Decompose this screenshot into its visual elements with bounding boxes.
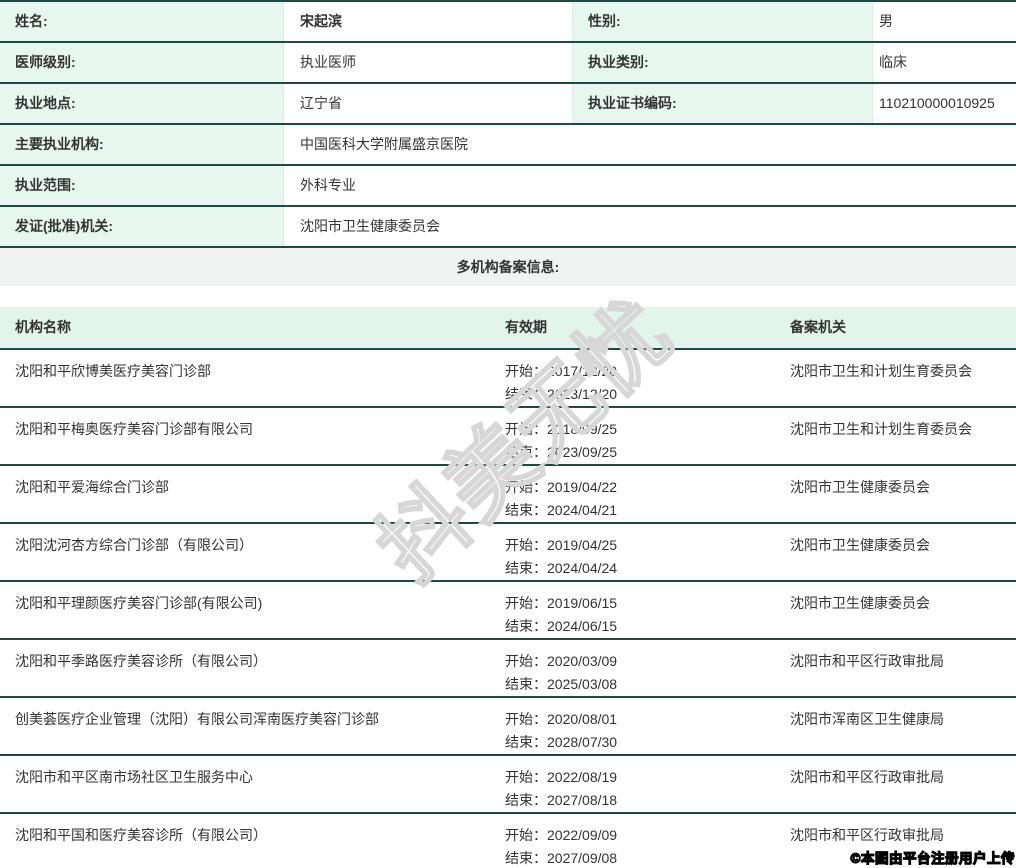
institution-name-cell: 沈阳和平爱海综合门诊部 — [15, 479, 169, 495]
info-row: 执业地点: 辽宁省 执业证书编码: 110210000010925 — [0, 84, 1016, 125]
validity-start: 开始：2019/04/22 — [505, 479, 618, 495]
filing-row: 沈阳市和平区南市场社区卫生服务中心 开始：2022/08/19 结束：2027/08… — [0, 756, 1016, 814]
validity-cell: 开始：2019/04/22 结束：2024/04/21 — [490, 466, 775, 522]
institution-name-cell: 沈阳和平季路医疗美容诊所（有限公司） — [15, 653, 267, 669]
filing-row: 沈阳和平欣博美医疗美容门诊部 开始：2017/12/20 结束：2023/12/20… — [0, 350, 1016, 408]
field-label: 发证(批准)机关: — [0, 207, 283, 246]
authority-cell: 沈阳市和平区行政审批局 — [790, 769, 944, 785]
field-value: 110210000010925 — [872, 84, 1016, 123]
validity-cell: 开始：2020/03/09 结束：2025/03/08 — [490, 640, 775, 696]
validity-end: 结束：2027/09/08 — [505, 850, 618, 866]
institution-name-cell: 沈阳和平梅奥医疗美容门诊部有限公司 — [15, 421, 253, 437]
validity-start: 开始：2020/08/01 — [505, 711, 618, 727]
authority-cell: 沈阳市卫生健康委员会 — [790, 595, 930, 611]
filing-row: 沈阳沈河杏方综合门诊部（有限公司） 开始：2019/04/25 结束：2024/04… — [0, 524, 1016, 582]
validity-end: 结束：2028/07/30 — [505, 734, 618, 750]
field-value: 沈阳市卫生健康委员会 — [283, 207, 1016, 246]
practitioner-info-table: 姓名: 宋起滨 性别: 男医师级别: 执业医师 执业类别: 临床 执业地点: 辽宁省 执业证书编码… — [0, 0, 1016, 248]
column-header-institution: 机构名称 — [15, 319, 71, 335]
authority-cell: 沈阳市和平区行政审批局 — [790, 653, 944, 669]
validity-cell: 开始：2020/08/01 结束：2028/07/30 — [490, 698, 775, 754]
validity-start: 开始：2019/04/25 — [505, 537, 618, 553]
filing-row: 沈阳和平季路医疗美容诊所（有限公司） 开始：2020/03/09 结束：2025/0… — [0, 640, 1016, 698]
validity-end: 结束：2027/08/18 — [505, 792, 618, 808]
field-value: 执业医师 — [283, 43, 572, 82]
authority-cell: 沈阳市卫生健康委员会 — [790, 479, 930, 495]
field-label: 姓名: — [0, 2, 283, 41]
field-value: 宋起滨 — [283, 2, 572, 41]
validity-cell: 开始：2022/08/19 结束：2027/08/18 — [490, 756, 775, 812]
info-row: 执业范围: 外科专业 — [0, 166, 1016, 207]
info-row: 主要执业机构: 中国医科大学附属盛京医院 — [0, 125, 1016, 166]
validity-end: 结束：2023/09/25 — [505, 444, 618, 460]
validity-start: 开始：2017/12/20 — [505, 363, 618, 379]
validity-start: 开始：2020/03/09 — [505, 653, 618, 669]
validity-start: 开始：2019/06/15 — [505, 595, 618, 611]
institution-name-cell: 沈阳市和平区南市场社区卫生服务中心 — [15, 769, 253, 785]
field-label: 执业类别: — [572, 43, 872, 82]
authority-cell: 沈阳市卫生健康委员会 — [790, 537, 930, 553]
field-value: 临床 — [872, 43, 1016, 82]
validity-start: 开始：2022/09/09 — [505, 827, 618, 843]
validity-end: 结束：2024/04/21 — [505, 502, 618, 518]
column-header-validity: 有效期 — [505, 319, 547, 335]
validity-cell: 开始：2022/09/09 结束：2027/09/08 — [490, 814, 775, 868]
field-label: 执业证书编码: — [572, 84, 872, 123]
field-value: 男 — [872, 2, 1016, 41]
authority-cell: 沈阳市浑南区卫生健康局 — [790, 711, 944, 727]
institution-name-cell: 创美荟医疗企业管理（沈阳）有限公司浑南医疗美容门诊部 — [15, 711, 379, 727]
institution-name-cell: 沈阳和平欣博美医疗美容门诊部 — [15, 363, 211, 379]
info-row: 姓名: 宋起滨 性别: 男 — [0, 2, 1016, 43]
validity-cell: 开始：2018/09/25 结束：2023/09/25 — [490, 408, 775, 464]
field-value: 外科专业 — [283, 166, 1016, 205]
multi-institution-section-band: 多机构备案信息: — [0, 248, 1016, 286]
validity-start: 开始：2022/08/19 — [505, 769, 618, 785]
institution-name-cell: 沈阳和平理颜医疗美容门诊部(有限公司) — [15, 595, 263, 611]
filing-table-body: 沈阳和平欣博美医疗美容门诊部 开始：2017/12/20 结束：2023/12/20… — [0, 350, 1016, 868]
field-label: 性别: — [572, 2, 872, 41]
filing-row: 沈阳和平理颜医疗美容门诊部(有限公司) 开始：2019/06/15 结束：2024/… — [0, 582, 1016, 640]
validity-end: 结束：2024/04/24 — [505, 560, 618, 576]
copyright-notice: ©本图由平台注册用户上传 — [850, 850, 1015, 866]
authority-cell: 沈阳市卫生和计划生育委员会 — [790, 363, 972, 379]
info-row: 发证(批准)机关: 沈阳市卫生健康委员会 — [0, 207, 1016, 248]
field-label: 执业范围: — [0, 166, 283, 205]
filing-row: 沈阳和平梅奥医疗美容门诊部有限公司 开始：2018/09/25 结束：2023/09… — [0, 408, 1016, 466]
filing-row: 沈阳和平爱海综合门诊部 开始：2019/04/22 结束：2024/04/21 沈阳市… — [0, 466, 1016, 524]
validity-end: 结束：2024/06/15 — [505, 618, 618, 634]
filing-row: 沈阳和平国和医疗美容诊所（有限公司） 开始：2022/09/09 结束：2027/0… — [0, 814, 1016, 868]
filing-table-header: 机构名称 有效期 备案机关 — [0, 307, 1016, 350]
authority-cell: 沈阳市卫生和计划生育委员会 — [790, 421, 972, 437]
section-title: 多机构备案信息: — [456, 259, 560, 275]
validity-end: 结束：2023/12/20 — [505, 386, 618, 402]
validity-start: 开始：2018/09/25 — [505, 421, 618, 437]
filing-row: 创美荟医疗企业管理（沈阳）有限公司浑南医疗美容门诊部 开始：2020/08/01 结… — [0, 698, 1016, 756]
info-row: 医师级别: 执业医师 执业类别: 临床 — [0, 43, 1016, 84]
validity-cell: 开始：2019/06/15 结束：2024/06/15 — [490, 582, 775, 638]
column-header-authority: 备案机关 — [790, 319, 846, 335]
institution-name-cell: 沈阳和平国和医疗美容诊所（有限公司） — [15, 827, 267, 843]
field-label: 主要执业机构: — [0, 125, 283, 164]
field-value: 辽宁省 — [283, 84, 572, 123]
authority-cell: 沈阳市和平区行政审批局 — [790, 827, 944, 843]
field-value: 中国医科大学附属盛京医院 — [283, 125, 1016, 164]
validity-cell: 开始：2019/04/25 结束：2024/04/24 — [490, 524, 775, 580]
section-gap — [0, 286, 1016, 307]
field-label: 执业地点: — [0, 84, 283, 123]
field-label: 医师级别: — [0, 43, 283, 82]
validity-cell: 开始：2017/12/20 结束：2023/12/20 — [490, 350, 775, 406]
institution-name-cell: 沈阳沈河杏方综合门诊部（有限公司） — [15, 537, 253, 553]
validity-end: 结束：2025/03/08 — [505, 676, 618, 692]
